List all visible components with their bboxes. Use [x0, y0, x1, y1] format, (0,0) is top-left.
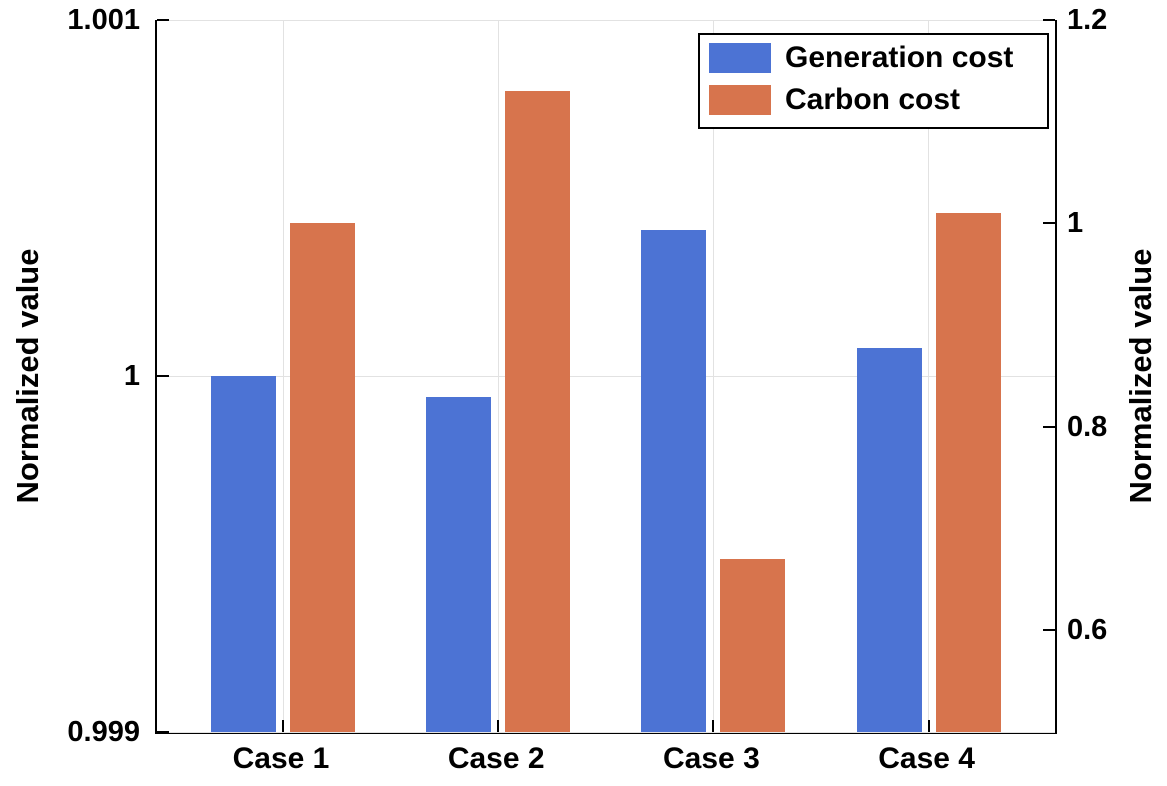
gridline-horizontal: [157, 375, 1055, 377]
bar-carbon-cost-case-4: [935, 213, 1001, 732]
gridline-horizontal: [157, 19, 1055, 21]
gridline-vertical: [712, 20, 714, 732]
right-axis-tick: [1043, 629, 1055, 632]
left-y-tick-label: 1.001: [67, 4, 140, 36]
legend-swatch-carbon-cost: [709, 85, 771, 115]
x-axis-tick: [282, 720, 284, 732]
gridline-vertical: [928, 20, 930, 732]
legend-item-carbon-cost: Carbon cost: [709, 85, 1047, 115]
left-y-tick-label: 1: [123, 360, 140, 392]
left-axis-tick: [157, 731, 169, 733]
bar-generation-cost-case-4: [856, 347, 922, 732]
legend-swatch-generation-cost: [709, 43, 771, 73]
left-axis-tick: [157, 375, 169, 377]
bar-generation-cost-case-2: [426, 397, 492, 732]
x-tick-label-case-3: Case 3: [663, 742, 760, 775]
right-y-tick-label: 0.6: [1067, 614, 1108, 647]
x-tick-label-case-1: Case 1: [232, 742, 330, 775]
plot-area: [155, 19, 1057, 734]
x-tick-label-case-2: Case 2: [447, 742, 545, 775]
x-axis-tick: [712, 720, 715, 732]
left-axis-tick: [157, 19, 169, 21]
right-y-tick-label: 1.2: [1067, 4, 1108, 36]
right-axis-tick: [1043, 425, 1055, 428]
right-axis-tick: [1043, 222, 1055, 225]
right-y-tick-label: 1: [1067, 207, 1084, 240]
legend: Generation cost Carbon cost: [698, 33, 1049, 129]
gridline-horizontal: [157, 731, 1055, 733]
right-axis-tick: [1043, 19, 1055, 21]
bar-generation-cost-case-1: [211, 376, 276, 732]
x-axis-tick: [497, 720, 500, 732]
legend-label-generation-cost: Generation cost: [785, 41, 1014, 74]
bar-carbon-cost-case-1: [290, 223, 355, 732]
x-tick-label-case-4: Case 4: [878, 742, 975, 775]
gridline-vertical: [497, 20, 499, 732]
gridline-vertical: [282, 20, 284, 732]
bar-carbon-cost-case-2: [505, 91, 571, 732]
right-y-axis-label: Normalized value: [1123, 248, 1158, 504]
left-y-tick-label: 0.999: [67, 716, 140, 748]
right-y-tick-label: 0.8: [1067, 410, 1108, 443]
legend-label-carbon-cost: Carbon cost: [785, 83, 961, 116]
legend-item-generation-cost: Generation cost: [709, 43, 1047, 73]
bar-carbon-cost-case-3: [720, 559, 786, 732]
bar-generation-cost-case-3: [641, 230, 707, 732]
x-axis-tick: [927, 720, 930, 732]
